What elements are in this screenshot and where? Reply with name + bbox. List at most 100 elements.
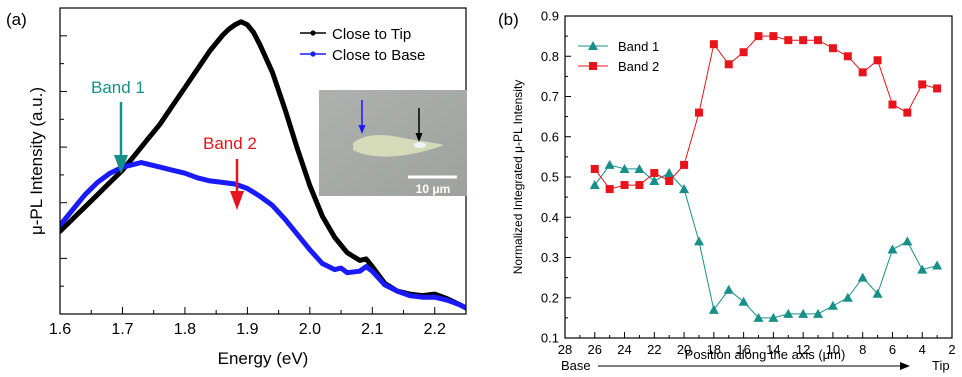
x-tick-label: 18: [707, 342, 721, 357]
data-point-band-2: [784, 36, 793, 45]
data-point-band-1: [768, 312, 779, 322]
data-point-band-1: [619, 163, 630, 173]
data-point-band-1: [634, 163, 645, 173]
band-2-arrow-icon: [230, 191, 244, 210]
legend-band-1: Band 1: [618, 39, 659, 54]
x-tick-label: 16: [736, 342, 750, 357]
y-tick-label: 0.1: [541, 331, 559, 346]
arrow-right-icon: [900, 362, 910, 370]
data-point-band-2: [828, 44, 837, 53]
data-point-band-1: [887, 244, 898, 254]
band-1-label: Band 1: [91, 78, 145, 97]
data-point-band-2: [709, 40, 718, 49]
x-tick-label: 12: [796, 342, 810, 357]
data-point-band-1: [738, 296, 749, 306]
series-band-1-line: [594, 164, 938, 319]
data-point-band-1: [932, 260, 943, 270]
x-tick-label: 8: [859, 342, 866, 357]
data-point-band-2: [888, 100, 897, 109]
scale-bar-label: 10 μm: [416, 182, 451, 196]
y-tick-label: 0.5: [541, 170, 559, 185]
x-tick-label: 22: [647, 342, 661, 357]
band-2-legend-marker-icon: [589, 62, 597, 70]
data-point-band-1: [813, 308, 824, 318]
blue-marker-arrow-icon: [358, 125, 366, 134]
panel-a-x-axis: 1.6 1.7 1.8 1.9 2.0 2.1 2.2: [49, 307, 446, 338]
data-point-band-1: [872, 288, 883, 298]
x-tick-label: 28: [558, 342, 572, 357]
data-point-band-2: [694, 108, 703, 117]
panel-b-y-axis: 0.1 0.2 0.3 0.4 0.5 0.6 0.7 0.8 0.9: [541, 9, 571, 346]
data-point-band-1: [753, 312, 764, 322]
data-point-band-1: [693, 236, 704, 246]
legend-close-to-base: Close to Base: [332, 47, 425, 64]
panel-b-xlabel: Position along the axis (μm): [685, 347, 846, 362]
data-point-band-1: [842, 292, 853, 302]
data-point-band-2: [873, 56, 882, 65]
panel-b-legend: Band 1 Band 2: [578, 39, 659, 74]
data-point-band-2: [739, 48, 748, 57]
data-point-band-2: [918, 80, 927, 89]
x-tick-label: 1.9: [236, 321, 258, 338]
x-tick-label: 2: [948, 342, 955, 357]
x-tick-label: 1.7: [111, 321, 133, 338]
data-point-band-1: [783, 308, 794, 318]
data-point-band-2: [769, 32, 778, 41]
legend-band-2: Band 2: [618, 59, 659, 74]
y-tick-label: 0.3: [541, 250, 559, 265]
panel-b-label: (b): [498, 10, 519, 29]
panel-b-plot-area: [589, 32, 943, 322]
x-tick-label: 2.2: [424, 321, 446, 338]
data-point-band-2: [724, 60, 733, 69]
data-point-band-2: [903, 108, 912, 117]
data-point-band-1: [604, 159, 615, 169]
x-tick-label: 26: [588, 342, 602, 357]
panel-a-label: (a): [6, 10, 27, 29]
band-1-arrow-icon: [114, 155, 128, 174]
y-tick-label: 0.6: [541, 129, 559, 144]
data-point-band-1: [649, 176, 660, 186]
data-point-band-2: [605, 185, 614, 194]
data-point-band-2: [590, 164, 599, 173]
x-tick-label: 1.8: [174, 321, 196, 338]
data-point-band-2: [814, 36, 823, 45]
panel-b-ylabel: Normalized Integrated μ-PL Intensity: [511, 80, 525, 275]
y-tick-label: 0.4: [541, 210, 559, 225]
band-2-annotation: Band 2: [203, 134, 257, 210]
series-close-to-base-line: [60, 160, 466, 311]
panel-a-legend: Close to Tip Close to Base: [300, 26, 425, 64]
data-point-band-2: [799, 36, 808, 45]
panel-a-xlabel: Energy (eV): [218, 349, 309, 368]
data-point-band-2: [754, 32, 763, 41]
data-point-band-1: [589, 180, 600, 190]
nanostructure-shape: [353, 135, 444, 157]
panel-a-plot-area: [60, 19, 466, 311]
panel-a-y-axis: [60, 35, 67, 287]
band-1-legend-marker-icon: [588, 41, 598, 50]
y-tick-label: 0.8: [541, 49, 559, 64]
data-point-band-1: [708, 304, 719, 314]
data-point-band-2: [620, 181, 629, 190]
panel-a-ylabel: μ-PL Intensity (a.u.): [27, 87, 46, 235]
data-point-band-2: [843, 52, 852, 61]
data-point-band-1: [679, 184, 690, 194]
data-point-band-1: [902, 236, 913, 246]
data-point-band-2: [680, 160, 689, 169]
data-point-band-2: [665, 177, 674, 186]
x-tick-label: 2.1: [361, 321, 383, 338]
x-tick-label: 20: [677, 342, 691, 357]
base-label: Base: [561, 358, 591, 373]
black-marker-arrow-icon: [415, 133, 423, 142]
legend-close-to-tip: Close to Tip: [332, 26, 411, 43]
data-point-band-1: [798, 308, 809, 318]
x-tick-label: 10: [826, 342, 840, 357]
y-tick-label: 0.2: [541, 290, 559, 305]
panel-b-x-axis: 28 26 24 22 20 18 16 14 12 10 8 6 4 2: [558, 332, 956, 357]
data-point-band-1: [857, 272, 868, 282]
data-point-band-1: [917, 264, 928, 274]
data-point-band-1: [827, 300, 838, 310]
tip-label: Tip: [932, 358, 950, 373]
y-tick-label: 0.7: [541, 89, 559, 104]
y-tick-label: 0.9: [541, 9, 559, 24]
